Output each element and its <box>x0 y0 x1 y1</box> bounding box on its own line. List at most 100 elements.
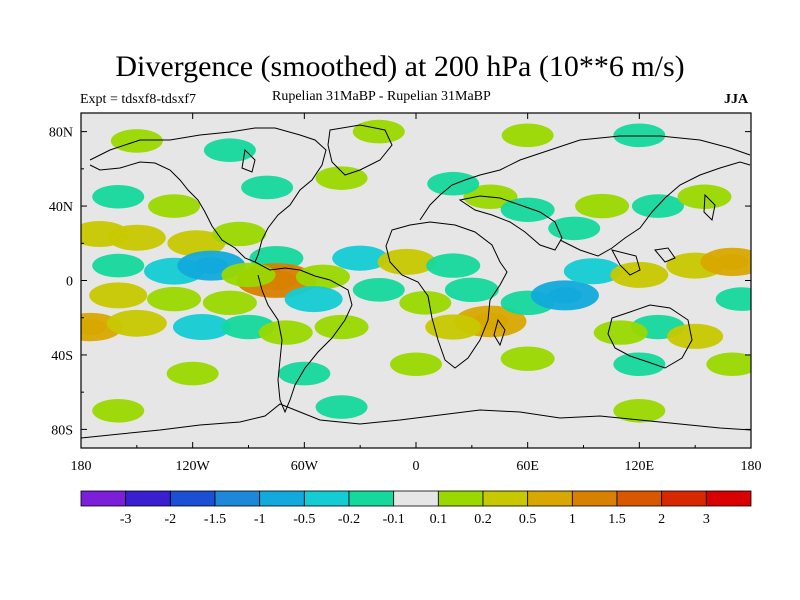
x-tick-label: 180 <box>71 459 92 474</box>
colorbar-swatch <box>616 490 663 507</box>
field-blob <box>501 123 554 148</box>
colorbar: -3 -2 -1.5 -1 -0.5 -0.2 -0.1 0.1 0.2 0.5 1 1.5 2 3 <box>80 490 752 527</box>
field-blob <box>613 352 666 377</box>
colorbar-swatch <box>571 490 618 507</box>
y-tick-label: 80S <box>51 423 73 438</box>
colorbar-label: 0.1 <box>430 512 448 527</box>
colorbar-swatch <box>303 490 350 507</box>
field-blob <box>593 320 648 345</box>
y-tick-label: 40S <box>51 349 73 364</box>
colorbar-swatch <box>348 490 395 507</box>
colorbar-label: -1 <box>254 512 266 527</box>
field-blob <box>425 314 482 340</box>
field-blob <box>81 220 129 247</box>
x-tick-label: 0 <box>413 459 420 474</box>
field-blob <box>106 309 167 337</box>
field-blob <box>706 352 751 377</box>
field-blob <box>399 291 452 315</box>
field-blob <box>575 193 630 219</box>
y-tick-label: 80N <box>49 126 73 141</box>
field-blob-core <box>547 287 582 304</box>
colorbar-swatch <box>437 490 484 507</box>
colorbar-swatch <box>80 490 127 507</box>
field-blob <box>284 286 343 313</box>
field-blob <box>147 286 202 312</box>
colorbar-label: -0.5 <box>293 512 315 527</box>
axes: 180 120W 60W 0 60E 120E 180 80N 40N 0 40S 80S <box>49 113 762 474</box>
colorbar-swatch <box>527 490 573 507</box>
chart-title: Divergence (smoothed) at 200 hPa (10**6 … <box>115 50 685 83</box>
colorbar-swatch <box>661 490 707 507</box>
field-blob <box>92 398 145 423</box>
field-blob <box>332 245 389 271</box>
field-blob <box>221 262 276 288</box>
field-blob <box>613 123 666 148</box>
field-blob-core <box>716 254 749 270</box>
field-blob <box>352 278 405 302</box>
colorbar-swatch <box>214 490 261 507</box>
field-blob <box>563 258 622 285</box>
field-blob <box>92 253 145 278</box>
colorbar-label: 3 <box>703 512 710 527</box>
y-tick-label: 40N <box>49 200 73 215</box>
chart-subtitle: Rupelian 31MaBP - Rupelian 31MaBP <box>272 89 491 104</box>
colorbar-label: -1.5 <box>204 512 226 527</box>
divergence-field <box>81 119 751 423</box>
field-blob-core <box>81 319 107 335</box>
field-blob <box>241 175 294 200</box>
colorbar-swatch <box>705 490 752 507</box>
field-blob-core <box>194 257 229 274</box>
field-blob <box>167 230 226 257</box>
field-blob <box>444 277 499 303</box>
colorbar-label: 1 <box>569 512 576 527</box>
colorbar-swatch <box>393 490 439 507</box>
field-blob <box>295 264 350 289</box>
field-blob <box>667 323 724 349</box>
colorbar-swatch <box>169 490 216 507</box>
field-blob <box>427 171 480 196</box>
season-label: JJA <box>724 92 749 107</box>
field-blob <box>352 119 405 144</box>
field-blob <box>610 261 669 288</box>
field-blob <box>202 290 257 316</box>
colorbar-label: -3 <box>120 512 132 527</box>
x-tick-label: 60E <box>516 459 539 474</box>
colorbar-label: -0.1 <box>383 512 405 527</box>
colorbar-label: 0.5 <box>519 512 537 527</box>
field-blob <box>212 221 267 247</box>
colorbar-label: 1.5 <box>608 512 626 527</box>
field-blob <box>314 314 369 340</box>
colorbar-label: -0.2 <box>338 512 360 527</box>
field-blob <box>715 287 751 311</box>
field-blob <box>500 197 555 222</box>
colorbar-label: 0.2 <box>474 512 492 527</box>
x-tick-label: 180 <box>741 459 762 474</box>
field-blob <box>390 352 442 377</box>
field-blob <box>426 253 481 278</box>
colorbar-swatch <box>125 490 171 507</box>
coastlines <box>81 124 751 439</box>
colorbar-swatch <box>482 490 529 507</box>
field-blob <box>377 248 436 275</box>
experiment-label: Expt = tdsxf8-tdsxf7 <box>80 92 196 107</box>
field-blob <box>166 361 219 386</box>
field-blob <box>258 320 313 345</box>
colorbar-label: 2 <box>658 512 665 527</box>
field-blob <box>613 398 666 423</box>
field-blob <box>278 361 331 386</box>
field-blob <box>315 395 368 419</box>
field-blob <box>89 282 148 309</box>
field-blob <box>172 314 231 341</box>
x-tick-label: 60W <box>291 459 319 474</box>
x-tick-label: 120E <box>625 459 655 474</box>
colorbar-swatch <box>259 490 305 507</box>
field-blob <box>548 216 601 241</box>
field-blob-core <box>472 312 509 331</box>
field-blob <box>500 346 555 371</box>
colorbar-label: -2 <box>164 512 176 527</box>
field-blob <box>203 138 256 163</box>
x-tick-label: 120W <box>176 459 211 474</box>
y-tick-label: 0 <box>66 275 73 290</box>
field-blob <box>92 184 145 209</box>
